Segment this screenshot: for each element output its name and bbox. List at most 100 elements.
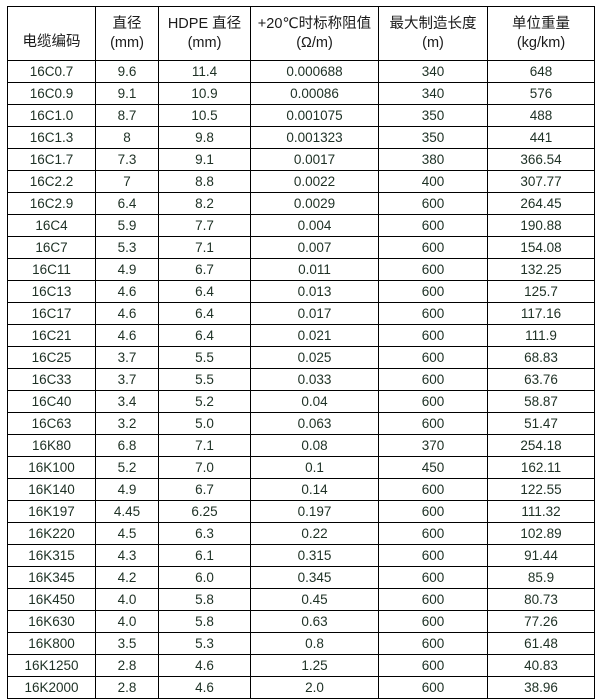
cell-value: 350 (378, 104, 488, 127)
cell-value: 600 (378, 610, 488, 633)
table-row: 16C1.3 8 9.8 0.001323 350 441 (7, 126, 595, 149)
cell-cable-code: 16C33 (7, 368, 96, 391)
cell-value: 600 (378, 654, 488, 677)
column-header-4: 最大制造长度 (m) (378, 6, 488, 61)
cell-value: 4.6 (95, 280, 159, 303)
cell-value: 6.8 (95, 434, 159, 457)
table-row: 16C11 4.9 6.7 0.011 600 132.25 (7, 258, 595, 281)
cell-value: 38.96 (487, 676, 595, 699)
column-header-unit: (mm) (110, 34, 144, 51)
cell-value: 0.017 (250, 302, 379, 325)
cell-value: 0.14 (250, 478, 379, 501)
cell-value: 366.54 (487, 148, 595, 171)
cell-value: 600 (378, 522, 488, 545)
cell-value: 600 (378, 214, 488, 237)
cell-cable-code: 16C21 (7, 324, 96, 347)
cell-value: 600 (378, 478, 488, 501)
cell-value: 600 (378, 192, 488, 215)
cell-value: 154.08 (487, 236, 595, 259)
cell-value: 600 (378, 632, 488, 655)
cell-value: 600 (378, 500, 488, 523)
cell-value: 254.18 (487, 434, 595, 457)
column-header-unit: (kg/km) (516, 34, 566, 51)
table-row: 16C2.9 6.4 8.2 0.0029 600 264.45 (7, 192, 595, 215)
cell-value: 9.6 (95, 60, 159, 83)
cell-value: 0.021 (250, 324, 379, 347)
cell-value: 3.7 (95, 368, 159, 391)
table-row: 16K630 4.0 5.8 0.63 600 77.26 (7, 610, 595, 633)
cell-value: 9.8 (158, 126, 251, 149)
cell-value: 0.1 (250, 456, 379, 479)
cell-value: 111.32 (487, 500, 595, 523)
cell-value: 441 (487, 126, 595, 149)
cell-value: 600 (378, 368, 488, 391)
cell-value: 400 (378, 170, 488, 193)
cell-value: 600 (378, 588, 488, 611)
table-row: 16C63 3.2 5.0 0.063 600 51.47 (7, 412, 595, 435)
cell-value: 7.1 (158, 236, 251, 259)
cell-value: 8.8 (158, 170, 251, 193)
table-row: 16K80 6.8 7.1 0.08 370 254.18 (7, 434, 595, 457)
cell-value: 600 (378, 566, 488, 589)
cell-value: 6.3 (158, 522, 251, 545)
column-header-0: 电缆编码 (7, 6, 96, 61)
column-header-3: +20℃时标称阻值 (Ω/m) (250, 6, 379, 61)
cell-value: 4.6 (95, 324, 159, 347)
cell-cable-code: 16K100 (7, 456, 96, 479)
cell-value: 10.5 (158, 104, 251, 127)
cell-value: 0.011 (250, 258, 379, 281)
cell-value: 0.04 (250, 390, 379, 413)
cell-value: 3.7 (95, 346, 159, 369)
cell-cable-code: 16K80 (7, 434, 96, 457)
cell-value: 340 (378, 82, 488, 105)
table-row: 16C13 4.6 6.4 0.013 600 125.7 (7, 280, 595, 303)
table-row: 16C1.7 7.3 9.1 0.0017 380 366.54 (7, 148, 595, 171)
cell-cable-code: 16C1.0 (7, 104, 96, 127)
cell-value: 600 (378, 412, 488, 435)
cell-value: 7.1 (158, 434, 251, 457)
cell-value: 0.22 (250, 522, 379, 545)
cell-cable-code: 16C2.9 (7, 192, 96, 215)
table-row: 16C4 5.9 7.7 0.004 600 190.88 (7, 214, 595, 237)
cell-value: 0.00086 (250, 82, 379, 105)
cell-value: 0.001075 (250, 104, 379, 127)
cell-value: 5.0 (158, 412, 251, 435)
cell-value: 340 (378, 60, 488, 83)
cell-value: 40.83 (487, 654, 595, 677)
cell-value: 600 (378, 302, 488, 325)
cell-cable-code: 16C25 (7, 346, 96, 369)
cell-value: 10.9 (158, 82, 251, 105)
table-row: 16K450 4.0 5.8 0.45 600 80.73 (7, 588, 595, 611)
cell-value: 5.2 (95, 456, 159, 479)
cell-value: 0.063 (250, 412, 379, 435)
cell-value: 0.025 (250, 346, 379, 369)
cell-value: 0.345 (250, 566, 379, 589)
cell-value: 4.9 (95, 478, 159, 501)
cell-value: 264.45 (487, 192, 595, 215)
cell-value: 5.9 (95, 214, 159, 237)
cell-value: 5.3 (158, 632, 251, 655)
cell-value: 576 (487, 82, 595, 105)
cell-cable-code: 16K220 (7, 522, 96, 545)
table-row: 16K100 5.2 7.0 0.1 450 162.11 (7, 456, 595, 479)
cell-value: 4.2 (95, 566, 159, 589)
cell-value: 4.0 (95, 610, 159, 633)
cell-value: 4.6 (95, 302, 159, 325)
cell-value: 7 (95, 170, 159, 193)
table-row: 16K2000 2.8 4.6 2.0 600 38.96 (7, 676, 595, 699)
cell-value: 162.11 (487, 456, 595, 479)
table-row: 16K800 3.5 5.3 0.8 600 61.48 (7, 632, 595, 655)
cell-value: 5.2 (158, 390, 251, 413)
cell-value: 9.1 (158, 148, 251, 171)
cell-value: 600 (378, 280, 488, 303)
table-row: 16K220 4.5 6.3 0.22 600 102.89 (7, 522, 595, 545)
cell-value: 2.8 (95, 676, 159, 699)
cell-value: 7.7 (158, 214, 251, 237)
cell-cable-code: 16K345 (7, 566, 96, 589)
cell-cable-code: 16K315 (7, 544, 96, 567)
cell-value: 0.197 (250, 500, 379, 523)
cell-value: 6.4 (158, 302, 251, 325)
cell-value: 4.9 (95, 258, 159, 281)
cell-value: 0.0017 (250, 148, 379, 171)
cell-value: 0.013 (250, 280, 379, 303)
